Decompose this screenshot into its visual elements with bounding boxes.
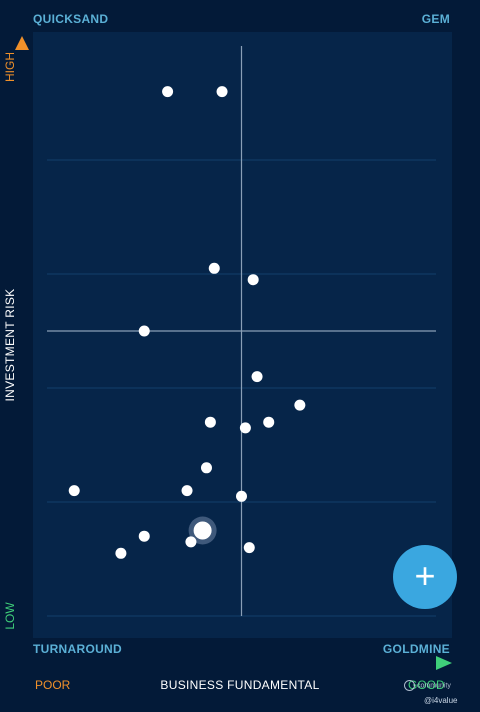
data-point-3[interactable]	[247, 274, 259, 286]
y-axis-arrowhead	[15, 36, 29, 50]
data-point-0[interactable]	[162, 86, 174, 98]
quadrant-label-gem: GEM	[421, 12, 450, 26]
data-point-5[interactable]	[251, 371, 263, 383]
plus-icon: +	[414, 555, 436, 596]
x-axis-title: BUSINESS FUNDAMENTAL	[160, 678, 320, 692]
data-point-selected[interactable]	[193, 521, 212, 540]
quadrant-label-goldmine: GOLDMINE	[382, 642, 450, 656]
y-axis-title: INVESTMENT RISK	[3, 288, 17, 402]
y-axis-high-label: HIGH	[3, 52, 17, 82]
x-axis-arrowhead	[436, 656, 452, 670]
data-point-13[interactable]	[236, 490, 247, 502]
data-point-16[interactable]	[185, 536, 197, 548]
data-point-11[interactable]	[68, 485, 80, 497]
community-logo-icon	[404, 680, 415, 691]
data-point-6[interactable]	[294, 399, 306, 411]
y-axis-low-label: LOW	[3, 602, 17, 630]
data-point-2[interactable]	[208, 262, 220, 274]
scatter-plot-area	[33, 32, 452, 638]
data-point-15[interactable]	[138, 530, 150, 542]
data-point-10[interactable]	[200, 462, 212, 474]
data-point-17[interactable]	[243, 542, 255, 554]
watermark-handle: @i4value	[424, 696, 458, 705]
data-point-4[interactable]	[138, 325, 150, 337]
quadrant-label-quicksand: QUICKSAND	[33, 12, 109, 26]
quadrant-label-turnaround: TURNAROUND	[33, 642, 122, 656]
data-point-1[interactable]	[216, 86, 228, 98]
watermark-text: community	[417, 682, 451, 690]
data-point-8[interactable]	[239, 422, 251, 434]
x-axis-high-label: GOOD	[408, 678, 445, 692]
x-axis-low-label: POOR	[35, 678, 71, 692]
data-point-18[interactable]	[115, 547, 127, 559]
scatter-chart	[47, 46, 436, 617]
data-point-12[interactable]	[181, 485, 193, 497]
watermark: community	[404, 680, 451, 691]
add-button[interactable]: +	[393, 545, 457, 609]
data-point-7[interactable]	[204, 416, 216, 428]
data-point-9[interactable]	[263, 416, 275, 428]
